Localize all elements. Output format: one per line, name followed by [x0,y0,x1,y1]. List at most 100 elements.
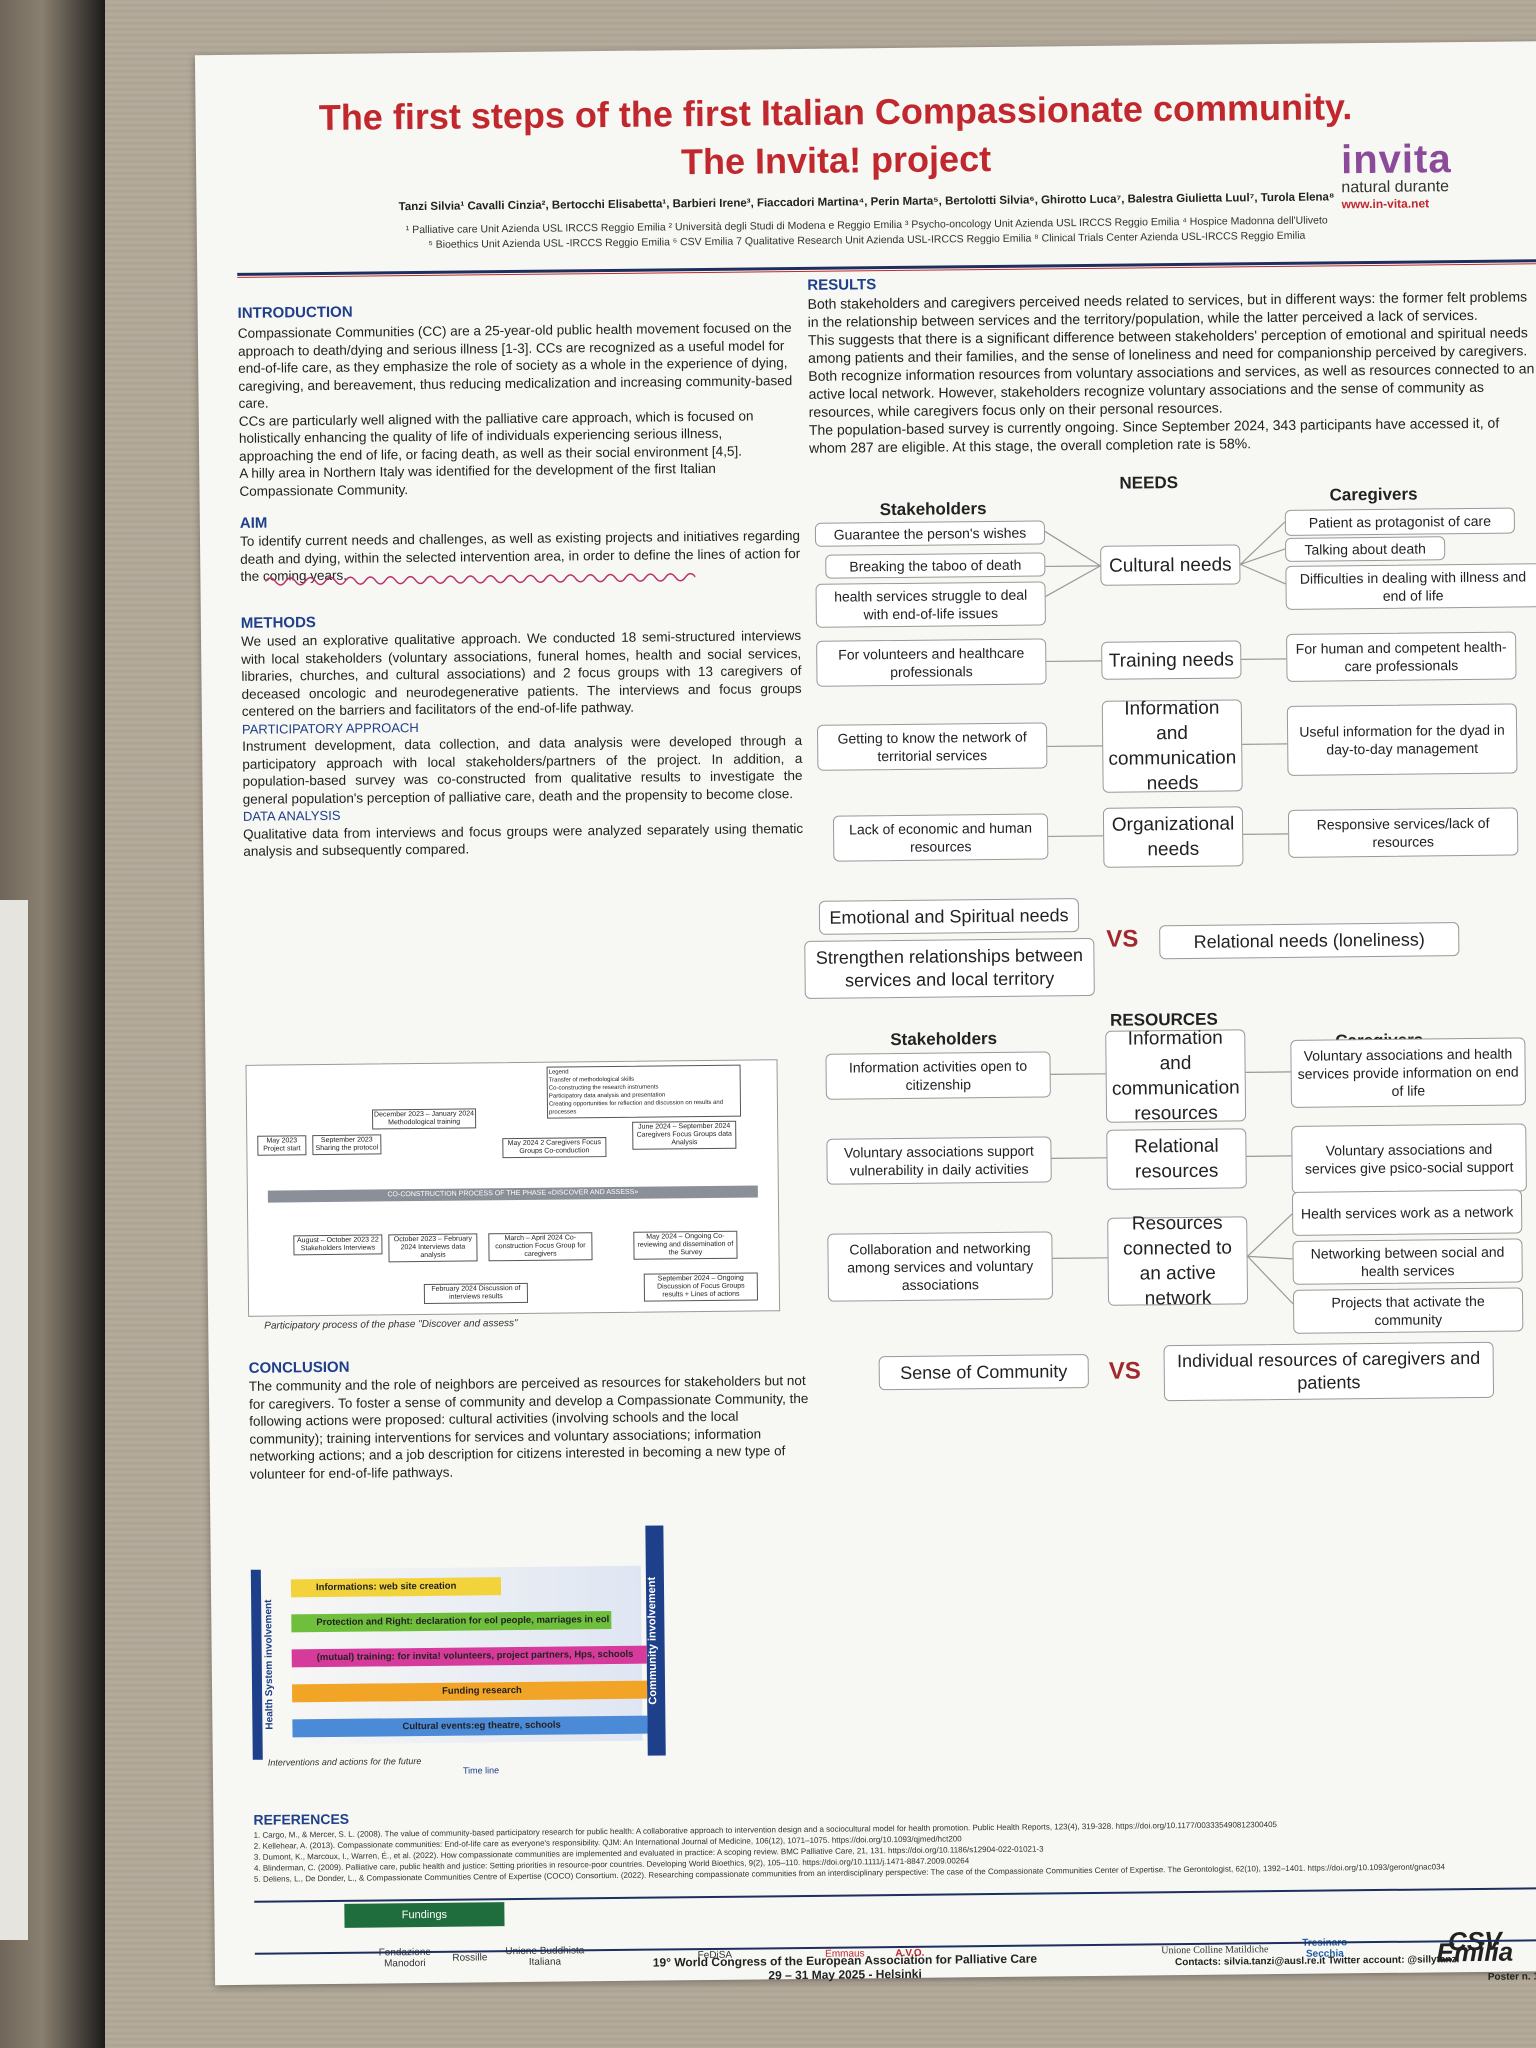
timeline-box-bottom: February 2024 Discussion of interviews r… [423,1282,529,1304]
relational-needs-loneliness: Relational needs (loneliness) [1159,922,1460,960]
information-communication-resources: Information and communication resources [1105,1028,1247,1125]
action-bar-3: (mutual) training: for invita! volunteer… [291,1645,647,1668]
resources-stakeholders-header: Stakeholders [890,1028,998,1050]
need-caregiver-talking: Talking about death [1285,536,1446,562]
timeline-box-top: December 2023 – January 2024 Methodologi… [371,1108,477,1130]
participatory-timeline: Legend Transfer of methodological skills… [245,1059,781,1332]
timeline-legend: Legend Transfer of methodological skills… [546,1064,742,1119]
resource-caregiver-information: Voluntary associations and health servic… [1290,1037,1527,1108]
poster-title: The first steps of the first Italian Com… [255,83,1416,191]
conclusion-text: The community and the role of neighbors … [248,1372,809,1482]
results-paragraph-4: The population-based survey is currently… [808,414,1500,456]
data-analysis-text: Qualitative data from interviews and foc… [243,820,804,859]
timeline-process-bar: CO-CONSTRUCTION PROCESS OF THE PHASE «DI… [267,1185,758,1203]
need-stakeholder-taboo: Breaking the taboo of death [825,552,1046,579]
poster-board: The first steps of the first Italian Com… [105,0,1536,2048]
resources-vs: VS [1108,1357,1141,1385]
need-caregiver-difficulties: Difficulties in dealing with illness and… [1285,563,1536,610]
invita-logo: invita natural durante www.in-vita.net [1341,136,1536,211]
timeline-box-bottom: August – October 2023 22 Stakeholders In… [293,1234,383,1256]
timeline-box-top: September 2023 Sharing the protocol [312,1134,382,1156]
timeline-box-top: May 2024 2 Caregivers Focus Groups Co-co… [502,1137,607,1159]
timeline-box-top: May 2023 Project start [257,1135,307,1156]
introduction-text: Compassionate Communities (CC) are a 25-… [238,319,800,500]
intro-paragraph-1: Compassionate Communities (CC) are a 25-… [237,320,793,411]
methods-heading: METHODS [240,614,316,632]
resource-stakeholder-networking: Collaboration and networking among servi… [827,1231,1054,1302]
individual-resources: Individual resources of caregivers and p… [1163,1341,1495,1402]
logo-rossille: Rossille [452,1951,488,1964]
need-stakeholder-network: Getting to know the network of territori… [816,722,1048,771]
resource-caregiver-health-network: Health services work as a network [1291,1189,1523,1236]
logo-tagline: natural durante [1341,178,1450,197]
logos-rule [254,1887,1536,1903]
training-needs: Training needs [1101,640,1242,680]
fundings-label: Fundings [344,1902,505,1928]
action-bar-4: Funding research [291,1680,648,1703]
needs-caregivers-header: Caregivers [1329,484,1418,505]
x-axis-label: Time line [462,1765,500,1776]
organizational-needs: Organizational needs [1102,806,1244,868]
strengthen-relationships: Strengthen relationships between service… [804,937,1095,999]
intro-paragraph-3: A hilly area in Northern Italy was ident… [239,460,716,499]
affiliations: ¹ Palliative care Unit Azienda USL IRCCS… [307,212,1427,254]
introduction-heading: INTRODUCTION [237,303,353,322]
right-axis-label: Community involvement [645,1525,666,1756]
participatory-approach-text: Instrument development, data collection,… [242,732,803,807]
action-bar-5: Cultural events:eg theatre, schools [292,1715,648,1738]
logo-url: www.in-vita.net [1341,196,1430,212]
methods-paragraph: We used an explorative qualitative appro… [240,627,802,719]
need-stakeholder-training: For volunteers and healthcare profession… [816,638,1047,687]
need-stakeholder-wishes: Guarantee the person's wishes [814,520,1046,547]
timeline-box-bottom: October 2023 – February 2024 Interviews … [388,1233,478,1263]
need-caregiver-useful-information: Useful information for the dyad in day-t… [1286,703,1518,776]
conference: 19° World Congress of the European Assoc… [545,1950,1145,1984]
authors: Tanzi Silvia¹ Cavalli Cinzia², Bertocchi… [398,191,1335,214]
references: REFERENCES 1. Cargo, M., & Mercer, S. L.… [253,1801,1536,1885]
timeline-box-bottom: September 2024 – Ongoing Discussion of F… [643,1272,759,1302]
action-bar-2: Protection and Right: declaration for eo… [291,1611,612,1633]
need-stakeholder-health-services: health services struggle to deal with en… [815,581,1046,628]
relational-resources: Relational resources [1106,1128,1247,1190]
logo-wordmark: invita [1340,137,1452,183]
cultural-needs: Cultural needs [1100,544,1241,586]
resource-caregiver-social-health: Networking between social and health ser… [1292,1238,1523,1285]
need-caregiver-responsive-services: Responsive services/lack of resources [1287,807,1519,858]
lines-of-action-chart: Health System involvement Community invo… [250,1525,673,1776]
poster-number: Poster n. 11177 [1487,1971,1536,1983]
needs-stakeholders-header: Stakeholders [879,499,987,520]
resource-caregiver-relational: Voluntary associations and services give… [1291,1123,1527,1194]
timeline-caption: Participatory process of the phase "Disc… [264,1317,518,1332]
timeline-box-bottom: May 2024 – Ongoing Co-reviewing and diss… [633,1230,738,1260]
resource-stakeholder-relational: Voluntary associations support vulnerabi… [826,1136,1052,1185]
timeline-box-bottom: March – April 2024 Co-construction Focus… [488,1232,593,1262]
wavy-divider [265,572,696,586]
left-axis-bar [250,1569,263,1760]
left-axis-label: Health System involvement [263,1599,276,1730]
conclusion-heading: CONCLUSION [248,1358,350,1377]
results-text: Both stakeholders and caregivers perceiv… [807,287,1536,457]
results-paragraph-3: Both recognize information resources fro… [808,360,1535,420]
needs-title: NEEDS [1119,473,1179,493]
needs-vs: VS [1106,925,1139,953]
need-caregiver-training: For human and competent health-care prof… [1286,631,1517,682]
logo-fondazione-manodori: Fondazione Manodori [379,1947,431,1970]
action-bar-1: Informations: web site creation [290,1577,502,1598]
methods-text: We used an explorative qualitative appro… [241,627,803,860]
timeline-box-top: June 2024 – September 2024 Caregivers Fo… [632,1120,737,1150]
results-heading: RESULTS [807,276,877,294]
information-communication-needs: Information and communication needs [1101,698,1243,794]
resource-stakeholder-information: Information activities open to citizensh… [825,1051,1051,1100]
adjacent-poster-edge [0,900,28,1940]
need-caregiver-protagonist: Patient as protagonist of care [1284,507,1516,536]
resource-caregiver-community-projects: Projects that activate the community [1292,1287,1524,1334]
need-stakeholder-lack-resources: Lack of economic and human resources [832,813,1049,862]
x-axis-caption: Interventions and actions for the future [267,1756,422,1768]
poster: The first steps of the first Italian Com… [194,40,1536,1986]
intro-paragraph-2: CCs are particularly well aligned with t… [238,407,754,464]
legend-item: Creating opportunities for reflection an… [548,1099,724,1116]
aim-heading: AIM [239,514,268,532]
emotional-spiritual-needs: Emotional and Spiritual needs [818,898,1080,935]
sense-of-community: Sense of Community [878,1354,1089,1391]
header-rule [237,259,1536,276]
